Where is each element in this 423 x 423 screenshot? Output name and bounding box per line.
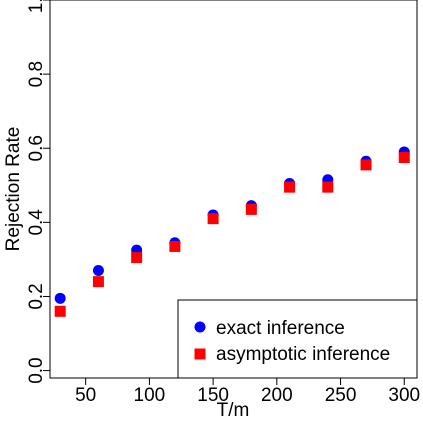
data-points	[54, 146, 410, 317]
y-tick-label: 0.6	[26, 135, 47, 161]
y-tick-label: 1.0	[26, 0, 47, 13]
x-tick-label: 200	[261, 385, 293, 406]
y-tick-label: 0.2	[26, 283, 47, 309]
legend-marker-asymptotic	[194, 348, 206, 360]
point-asymptotic-inference	[360, 159, 372, 171]
y-tick-label: 0.4	[26, 209, 47, 236]
point-asymptotic-inference	[398, 152, 410, 163]
legend-label-exact: exact inference	[216, 318, 345, 339]
x-tick-label: 50	[75, 385, 96, 406]
point-asymptotic-inference	[131, 252, 143, 264]
legend-marker-exact	[194, 321, 206, 333]
point-asymptotic-inference	[322, 181, 334, 193]
y-axis-title: Rejection Rate	[3, 127, 24, 252]
x-tick-label: 300	[388, 385, 420, 406]
legend-label-asymptotic: asymptotic inference	[216, 344, 390, 365]
y-tick-label: 0.0	[26, 357, 47, 383]
point-asymptotic-inference	[169, 240, 181, 252]
x-axis-title: T/m	[217, 400, 250, 421]
x-axis: 50 100 150 200 250 300	[75, 378, 420, 406]
legend: exact inference asymptotic inference	[177, 299, 418, 379]
y-axis: 0.0 0.2 0.4 0.6 0.8 1.0	[26, 0, 50, 384]
legend-box	[177, 299, 418, 379]
point-asymptotic-inference	[245, 203, 257, 215]
y-tick-label: 0.8	[26, 61, 47, 87]
x-tick-label: 250	[325, 385, 357, 406]
x-tick-label: 150	[197, 385, 229, 406]
point-asymptotic-inference	[92, 276, 104, 288]
point-asymptotic-inference	[207, 213, 219, 225]
point-asymptotic-inference	[284, 181, 296, 193]
point-asymptotic-inference	[54, 305, 66, 317]
x-tick-label: 100	[134, 385, 166, 406]
point-exact-inference	[54, 292, 66, 304]
point-exact-inference	[92, 265, 104, 277]
